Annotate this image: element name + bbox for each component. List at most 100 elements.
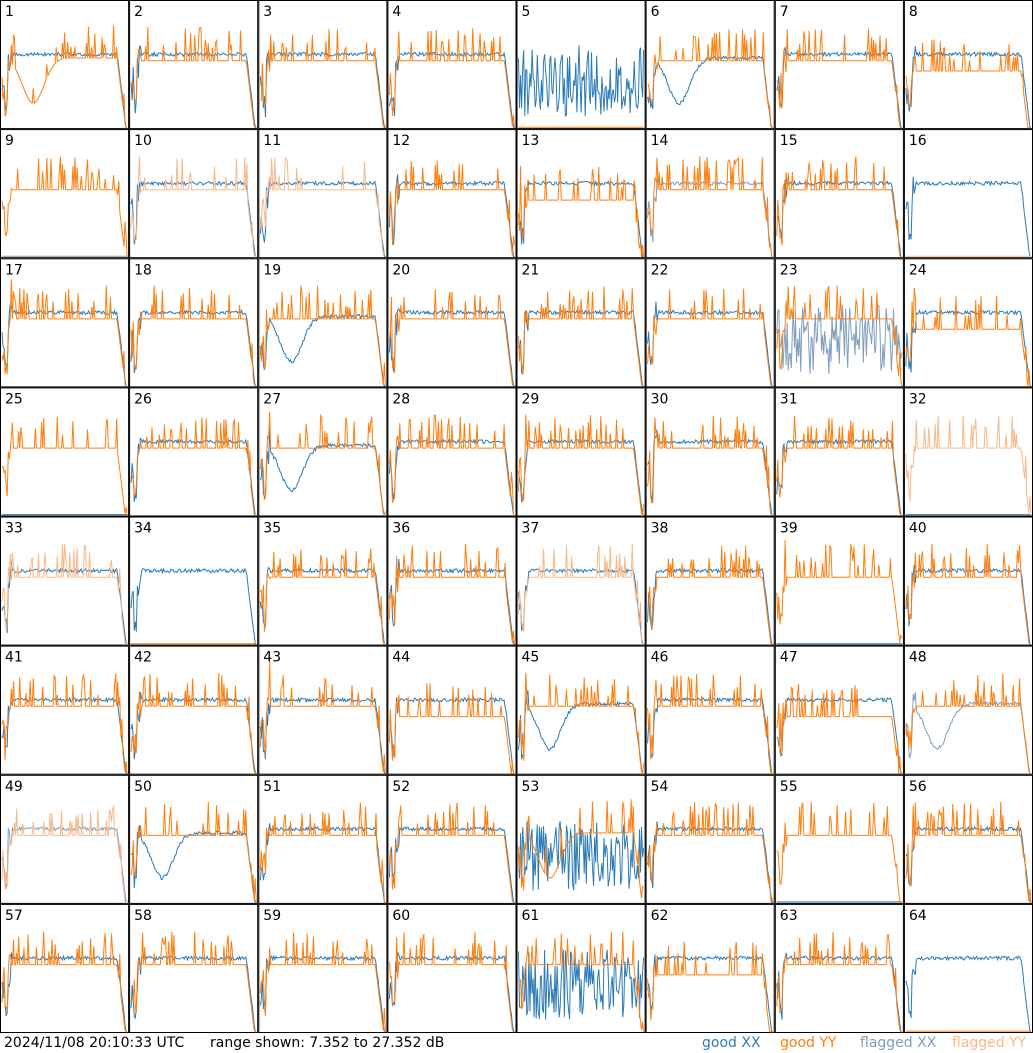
tile-frame [516, 258, 646, 388]
tile-frame [129, 903, 259, 1033]
tile-43: 43 [258, 645, 388, 775]
tile-label: 2 [134, 4, 143, 20]
tile-46: 46 [645, 645, 775, 775]
tile-frame [645, 387, 775, 517]
legend-good-xx: good XX [702, 1035, 761, 1051]
tile-label: 24 [909, 262, 927, 278]
tile-45-yy-line [518, 672, 645, 776]
tile-56-yy-line [905, 801, 1032, 903]
tile-39-yy-line [776, 539, 903, 643]
tile-frame [129, 645, 259, 775]
tile-13-yy-line [518, 165, 645, 258]
tile-frame [903, 258, 1033, 388]
tile-18: 18 [129, 258, 259, 388]
tile-47-yy-line [776, 683, 902, 774]
tile-frame [774, 0, 904, 130]
tile-16-xx-line [905, 176, 1032, 258]
tile-62-yy-line [647, 941, 773, 1033]
tile-64-xx-line [905, 955, 1031, 1033]
tile-60: 60 [387, 903, 517, 1033]
tile-24-xx-line [905, 309, 1032, 387]
tile-label: 5 [522, 4, 531, 20]
tile-18-yy-line [130, 285, 257, 387]
tile-55-yy-line [776, 802, 902, 904]
tile-label: 53 [522, 779, 540, 795]
tile-frame [129, 387, 259, 517]
tile-frame [903, 516, 1033, 646]
tile-63-xx-line [776, 952, 902, 1033]
tile-9: 9 [0, 129, 130, 259]
tile-label: 52 [392, 779, 410, 795]
tile-50: 50 [129, 774, 259, 904]
tile-label: 13 [522, 133, 540, 149]
tile-59: 59 [258, 903, 388, 1033]
tile-frame [0, 516, 130, 646]
tile-frame [387, 0, 517, 130]
tile-41-xx-line [1, 696, 128, 774]
tile-1: 1 [0, 0, 130, 130]
tile-64: 64 [903, 903, 1033, 1033]
tile-35-yy-line [259, 548, 386, 645]
tile-15: 15 [774, 129, 904, 259]
tile-frame [774, 387, 904, 517]
tile-52: 52 [387, 774, 517, 904]
tile-36: 36 [387, 516, 517, 646]
tile-frame [258, 774, 388, 904]
tile-frame [258, 645, 388, 775]
tile-label: 25 [5, 391, 23, 407]
tile-4-yy-line [388, 28, 515, 128]
tile-label: 17 [5, 262, 23, 278]
tile-frame [516, 387, 646, 517]
tile-label: 16 [909, 133, 927, 149]
legend-flagged-xx: flagged XX [860, 1035, 937, 1051]
tile-label: 39 [780, 521, 798, 537]
tile-label: 56 [909, 779, 927, 795]
tile-13-xx-line [518, 179, 644, 258]
tile-label: 12 [392, 133, 410, 149]
tile-46-xx-line [647, 696, 773, 774]
tile-33-yy-line [1, 543, 128, 645]
tile-label: 14 [651, 133, 669, 149]
tile-55: 55 [774, 774, 904, 904]
tile-frame [387, 258, 517, 388]
tile-frame [774, 129, 904, 259]
tile-44-yy-line [388, 683, 515, 774]
tile-57: 57 [0, 903, 130, 1033]
tile-frame [387, 516, 517, 646]
tile-19-yy-line [259, 285, 386, 387]
tile-26: 26 [129, 387, 259, 517]
tile-label: 46 [651, 650, 669, 666]
tile-label: 50 [134, 779, 152, 795]
legend-good-yy: good YY [780, 1035, 837, 1051]
tile-47: 47 [774, 645, 904, 775]
tile-19: 19 [258, 258, 388, 388]
tile-45: 45 [516, 645, 646, 776]
tile-30-xx-line [647, 429, 773, 516]
tile-44: 44 [387, 645, 517, 775]
tile-49-yy-line [1, 805, 128, 904]
tile-label: 22 [651, 262, 669, 278]
tile-frame [129, 129, 259, 259]
tile-49: 49 [0, 774, 130, 904]
tile-14: 14 [645, 129, 775, 259]
tile-frame [774, 903, 904, 1033]
timestamp: 2024/11/08 20:10:33 UTC [4, 1035, 185, 1051]
tile-8: 8 [903, 0, 1033, 130]
tile-44-xx-line [389, 696, 515, 774]
tile-label: 28 [392, 391, 410, 407]
tile-28-yy-line [388, 414, 515, 516]
tile-frame [645, 0, 775, 130]
tile-label: 36 [392, 521, 410, 537]
tile-label: 32 [909, 391, 927, 407]
tile-61-xx-line [518, 949, 645, 1020]
tile-24: 24 [903, 258, 1033, 388]
tile-34: 34 [129, 516, 259, 646]
tile-label: 6 [651, 4, 660, 20]
tile-25-yy-line [1, 416, 128, 516]
tile-label: 9 [5, 133, 14, 149]
tile-label: 11 [263, 133, 281, 149]
tile-21-yy-line [518, 286, 644, 387]
tile-3-yy-line [260, 28, 386, 128]
tile-frame [258, 129, 388, 259]
